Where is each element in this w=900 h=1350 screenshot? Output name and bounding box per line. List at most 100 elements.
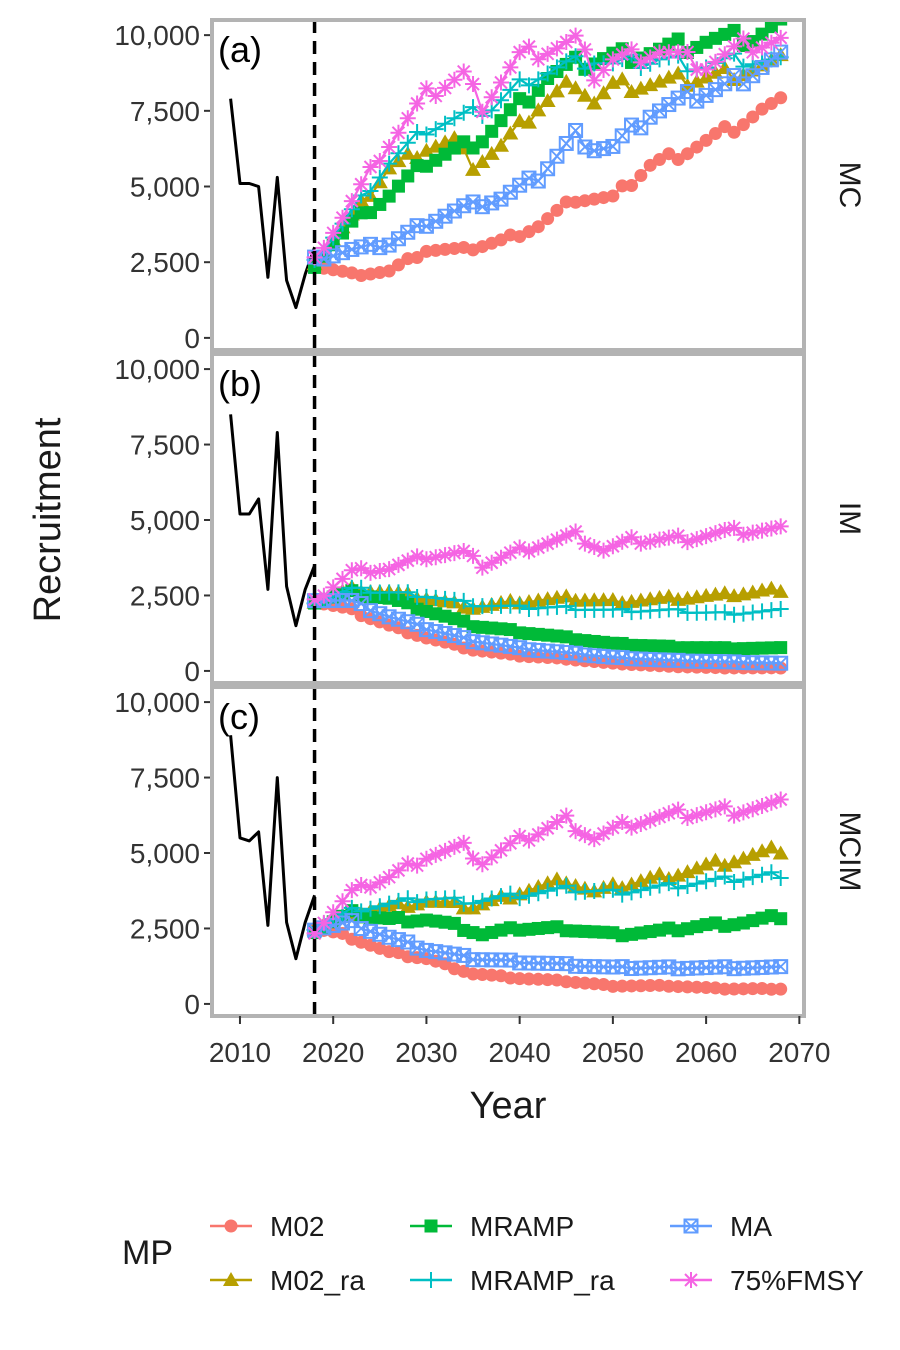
point-MRAMP_ra <box>567 48 584 65</box>
point-MRAMP_ra <box>446 889 463 906</box>
point-M02 <box>680 147 694 161</box>
point-75%FMSY <box>614 813 631 830</box>
point-75%FMSY <box>409 548 426 565</box>
point-75%FMSY <box>623 529 640 546</box>
point-75%FMSY <box>511 539 528 556</box>
point-75%FMSY <box>576 827 593 844</box>
point-M02_ra <box>558 73 575 88</box>
point-MRAMP_ra <box>754 603 771 620</box>
point-75%FMSY <box>754 522 771 539</box>
point-75%FMSY <box>754 797 771 814</box>
point-75%FMSY <box>595 61 612 78</box>
point-MRAMP <box>774 641 788 655</box>
point-MRAMP_ra <box>511 890 528 907</box>
point-75%FMSY <box>437 79 454 96</box>
point-M02 <box>718 120 732 134</box>
point-MA <box>446 203 462 219</box>
point-75%FMSY <box>632 816 649 833</box>
point-75%FMSY <box>679 810 696 827</box>
point-M02 <box>391 258 405 272</box>
point-75%FMSY <box>604 819 621 836</box>
panel-border <box>210 352 806 685</box>
point-MA <box>362 236 378 252</box>
point-MRAMP_ra <box>679 63 696 80</box>
series-MA <box>307 44 789 267</box>
legend: MP M02 M02_ra MRAMP MRAMP_ra MA 75%FMSY <box>122 1211 864 1296</box>
point-75%FMSY <box>679 44 696 61</box>
point-MRAMP_ra <box>614 600 631 617</box>
point-MRAMP_ra <box>539 65 556 82</box>
point-75%FMSY <box>325 579 342 596</box>
point-MRAMP_ra <box>754 866 771 883</box>
panel-label: (a) <box>218 29 262 70</box>
point-MA <box>577 647 593 663</box>
point-75%FMSY <box>735 30 752 47</box>
point-75%FMSY <box>670 801 687 818</box>
point-75%FMSY <box>390 124 407 141</box>
legend-label: M02 <box>270 1211 324 1242</box>
point-75%FMSY <box>315 239 332 256</box>
point-M02 <box>690 140 704 154</box>
point-75%FMSY <box>548 531 565 548</box>
point-75%FMSY <box>530 826 547 843</box>
point-MRAMP_ra <box>530 885 547 902</box>
point-M02_ra <box>418 142 435 157</box>
point-MRAMP <box>382 189 396 203</box>
point-MRAMP_ra <box>520 77 537 94</box>
point-M02 <box>625 178 639 192</box>
x-tick-label: 2040 <box>489 1037 551 1068</box>
panel-MC: 0 2,500 5,000 7,500 10,000 (a) MC <box>114 18 866 354</box>
point-M02 <box>662 147 676 161</box>
strip-label: IM <box>833 502 866 535</box>
point-M02_ra <box>502 125 519 140</box>
point-MRAMP_ra <box>362 900 379 917</box>
point-75%FMSY <box>688 531 705 548</box>
point-MRAMP_ra <box>735 871 752 888</box>
y-tick-label: 7,500 <box>130 763 200 794</box>
point-M02 <box>736 982 750 996</box>
point-75%FMSY <box>772 29 789 46</box>
point-75%FMSY <box>362 159 379 176</box>
point-75%FMSY <box>651 44 668 61</box>
point-MRAMP_ra <box>502 885 519 902</box>
panel-border <box>210 18 806 352</box>
point-M02_ra <box>465 161 482 176</box>
point-75%FMSY <box>399 552 416 569</box>
point-75%FMSY <box>754 39 771 56</box>
point-75%FMSY <box>483 849 500 866</box>
point-75%FMSY <box>502 59 519 76</box>
point-MRAMP_ra <box>660 875 677 892</box>
point-MA <box>456 947 472 963</box>
point-75%FMSY <box>437 547 454 564</box>
point-M02 <box>522 972 536 986</box>
x-tick-label: 2070 <box>768 1037 830 1068</box>
point-75%FMSY <box>726 519 743 536</box>
legend-item-MRAMP_ra: MRAMP_ra <box>410 1265 615 1296</box>
point-MRAMP_ra <box>744 869 761 886</box>
point-75%FMSY <box>455 63 472 80</box>
x-tick-label: 2030 <box>395 1037 457 1068</box>
point-M02 <box>503 971 517 985</box>
x-tick-label: 2060 <box>675 1037 737 1068</box>
point-75%FMSY <box>465 76 482 93</box>
point-M02 <box>578 976 592 990</box>
point-M02 <box>513 972 527 986</box>
point-75%FMSY <box>679 534 696 551</box>
point-MRAMP_ra <box>558 598 575 615</box>
point-M02 <box>475 968 489 982</box>
point-75%FMSY <box>446 545 463 562</box>
legend-item-MA: MA <box>670 1211 772 1242</box>
point-M02_ra <box>586 95 603 110</box>
legend-item-MRAMP: MRAMP <box>410 1211 574 1242</box>
point-MA <box>773 959 789 975</box>
legend-label: 75%FMSY <box>730 1265 864 1296</box>
legend-key-marker <box>224 1219 238 1233</box>
point-MRAMP_ra <box>362 183 379 200</box>
y-tick-label: 5,000 <box>130 838 200 869</box>
point-MRAMP <box>494 114 508 128</box>
point-M02 <box>466 967 480 981</box>
point-M02 <box>662 979 676 993</box>
point-MA <box>549 148 565 164</box>
point-75%FMSY <box>604 538 621 555</box>
point-M02_ra <box>726 854 743 869</box>
